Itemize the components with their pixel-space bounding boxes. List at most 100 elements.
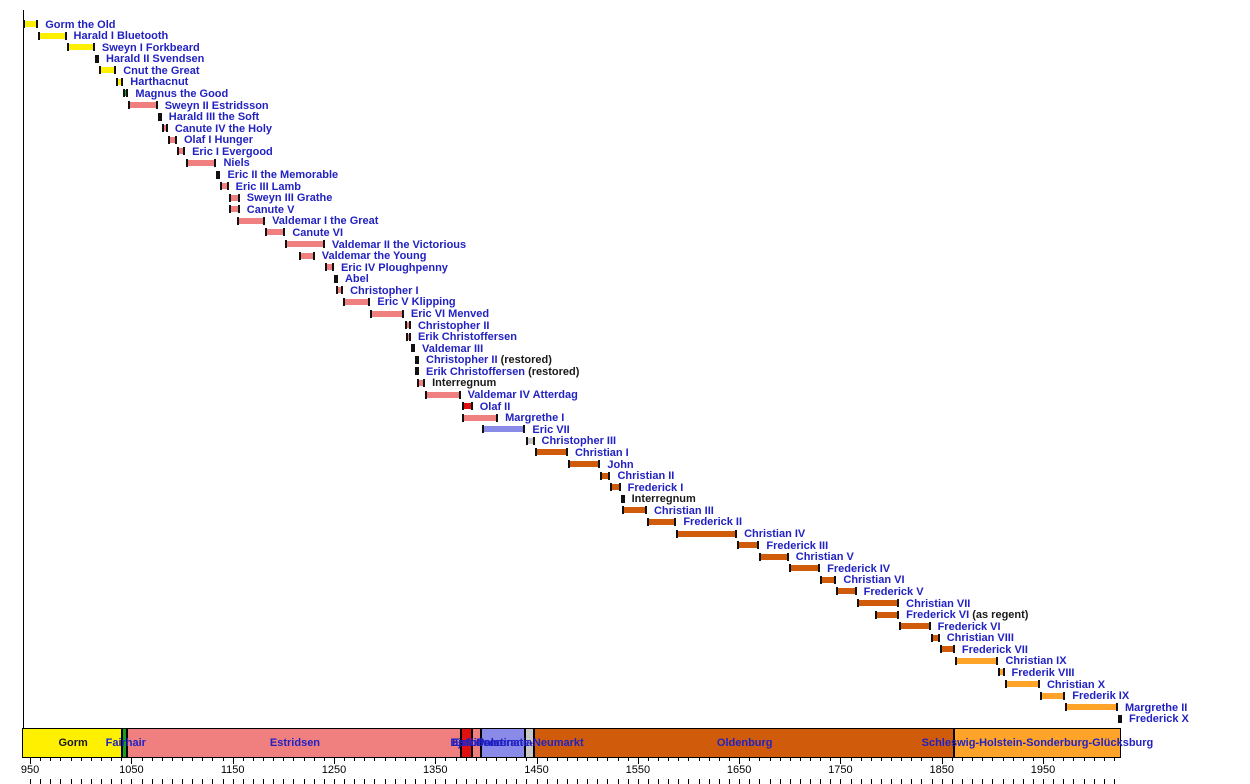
bottom-edge-tick	[850, 779, 852, 784]
bar-start-tick	[228, 205, 231, 214]
reign-label: Frederick IV	[827, 563, 890, 575]
dynasty-label: Pomerania	[476, 737, 533, 749]
bar-start-tick	[1004, 680, 1007, 689]
reign-label: Eric I Evergood	[192, 146, 273, 158]
bottom-edge-tick	[1093, 779, 1095, 784]
axis-minor-tick	[141, 757, 143, 761]
reign-bar	[856, 599, 900, 607]
axis-minor-tick	[415, 757, 416, 761]
reign-label: Niels	[223, 157, 249, 169]
bar-fill	[238, 217, 264, 224]
bar-fill	[100, 67, 115, 74]
monarch-name: Abel	[344, 273, 369, 286]
reign-bar	[161, 124, 168, 133]
axis-minor-tick	[192, 757, 194, 761]
reign-bar	[939, 645, 955, 654]
axis-minor-tick	[587, 757, 589, 761]
reign-label: Christian VIII	[947, 632, 1014, 644]
bar-start-tick	[899, 622, 902, 631]
bar-start-tick	[228, 193, 231, 202]
axis-minor-tick	[506, 757, 508, 761]
bar-fill	[822, 576, 835, 583]
bar-fill	[1000, 669, 1003, 676]
dynasty-label: Gorm	[58, 737, 88, 749]
reign-bar	[417, 378, 426, 387]
monarch-name: Christian V	[795, 551, 854, 564]
reign-label: Canute V	[247, 204, 295, 216]
monarch-name: Christian IX	[1005, 655, 1067, 668]
bar-end-tick	[644, 506, 647, 515]
monarch-name: Frederick VII	[961, 643, 1028, 656]
bar-start-tick	[236, 216, 239, 225]
axis-year-label: 1050	[119, 764, 144, 776]
bar-start-tick	[425, 390, 428, 399]
axis-minor-tick	[678, 757, 680, 761]
bar-start-tick	[186, 158, 189, 167]
bar-end-tick	[408, 321, 411, 330]
axis-minor-tick	[1113, 757, 1115, 761]
bottom-edge-tick	[435, 779, 437, 784]
bar-fill	[68, 44, 93, 51]
reign-label: Valdemar IV Atterdag	[468, 389, 578, 401]
reign-bar	[236, 216, 266, 225]
reign-bar	[370, 309, 404, 318]
bottom-edge-tick	[901, 779, 903, 784]
axis-minor-tick	[100, 757, 102, 761]
bottom-edge-tick	[668, 779, 670, 784]
reign-bar	[567, 460, 601, 469]
reign-bar	[415, 367, 419, 376]
axis-year-label: 1550	[625, 764, 651, 776]
bar-start-tick	[176, 147, 179, 156]
bar-start-tick	[98, 66, 101, 75]
reign-bar	[128, 101, 158, 110]
monarch-name: Margrethe II	[1124, 701, 1188, 714]
bar-fill	[623, 507, 645, 514]
bar-fill	[1006, 681, 1038, 688]
bar-start-tick	[410, 344, 413, 353]
axis-minor-tick	[263, 757, 265, 761]
axis-minor-tick	[1032, 757, 1034, 761]
reign-bar	[228, 193, 240, 202]
monarch-name: Olaf II	[479, 400, 511, 413]
monarch-name: Valdemar II the Victorious	[331, 238, 467, 251]
reign-bar	[620, 494, 625, 503]
bottom-edge-tick	[658, 779, 660, 784]
dynasty-segment	[128, 729, 462, 757]
bottom-edge-tick	[1113, 779, 1115, 784]
reign-label: Christopher I	[350, 285, 418, 297]
axis-major-tick	[941, 757, 943, 764]
bar-start-tick	[461, 402, 464, 411]
bottom-edge-tick	[404, 779, 406, 784]
axis-minor-tick	[182, 757, 184, 761]
dynasty-label: Estridsen	[269, 737, 321, 749]
reign-bar	[954, 656, 999, 665]
bar-end-tick	[598, 460, 601, 469]
bar-start-tick	[461, 413, 464, 422]
axis-minor-tick	[1022, 757, 1024, 761]
bottom-edge-tick	[992, 779, 994, 784]
reign-label: John	[607, 459, 633, 471]
bottom-edge-tick	[637, 779, 639, 784]
bar-end-tick	[183, 147, 186, 156]
bar-end-tick	[1002, 668, 1005, 677]
bar-fill	[169, 136, 175, 143]
bar-fill	[536, 449, 566, 456]
bar-fill	[941, 646, 953, 653]
bottom-edge-tick	[1103, 779, 1105, 784]
axis-year-label: 1650	[726, 764, 752, 776]
reign-bar	[676, 529, 738, 538]
bottom-edge-tick	[546, 779, 548, 784]
monarch-name: Sweyn II Estridsson	[164, 99, 269, 112]
bar-end-tick	[1119, 714, 1122, 723]
bar-end-tick	[341, 286, 344, 295]
axis-minor-tick	[445, 757, 447, 761]
monarch-name: Christopher II	[417, 319, 490, 332]
bar-fill	[125, 90, 127, 97]
bottom-edge-tick	[364, 779, 366, 784]
bar-end-tick	[1115, 703, 1118, 712]
axis-minor-tick	[1063, 757, 1065, 761]
reign-bar	[461, 402, 473, 411]
reign-bar	[1065, 703, 1118, 712]
bar-start-tick	[620, 494, 623, 503]
bottom-edge-tick	[951, 779, 953, 784]
